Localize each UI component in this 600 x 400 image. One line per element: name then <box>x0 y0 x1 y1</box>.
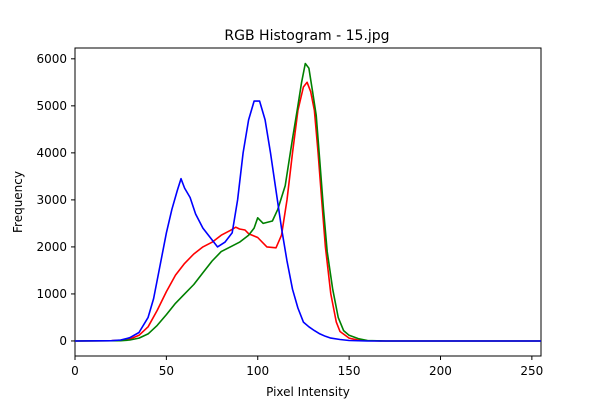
y-tick-label: 2000 <box>36 240 67 254</box>
x-tick-label: 50 <box>159 364 174 378</box>
series-layer <box>74 62 541 342</box>
red-channel-line <box>74 81 541 342</box>
x-tick-label: 150 <box>338 364 361 378</box>
chart-title: RGB Histogram - 15.jpg <box>224 28 389 44</box>
y-tick-label: 1000 <box>36 287 67 301</box>
y-tick-label: 3000 <box>36 193 67 207</box>
blue-channel-line <box>74 100 541 342</box>
plot-area <box>74 47 542 357</box>
x-tick-label: 200 <box>429 364 452 378</box>
green-channel-line <box>74 62 541 342</box>
y-tick-label: 4000 <box>36 146 67 160</box>
y-axis-ticks: 0 1000 2000 3000 4000 5000 6000 <box>36 52 75 348</box>
x-tick-label: 100 <box>246 364 269 378</box>
y-tick-label: 0 <box>59 334 67 348</box>
x-tick-label: 0 <box>71 364 79 378</box>
x-axis-ticks: 0 50 100 150 200 250 <box>71 356 543 378</box>
x-tick-label: 250 <box>520 364 543 378</box>
x-axis-label: Pixel Intensity <box>266 385 350 399</box>
y-tick-label: 5000 <box>36 99 67 113</box>
y-tick-label: 6000 <box>36 52 67 66</box>
y-axis-label: Frequency <box>11 171 25 233</box>
